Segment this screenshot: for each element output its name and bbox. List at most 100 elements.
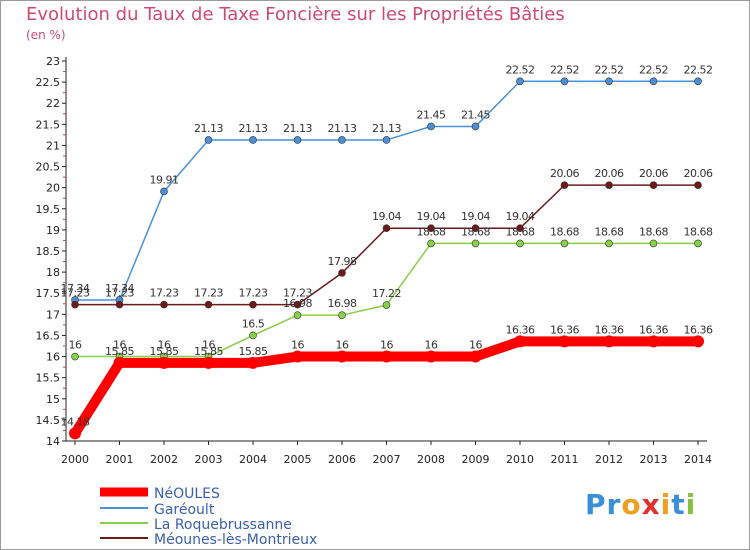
data-point [293,136,302,144]
data-label: 17.23 [150,287,179,300]
logo-letter: i [660,488,672,521]
data-point [204,136,213,144]
x-tick-label: 2000 [61,453,89,466]
data-point [605,239,613,248]
data-point [336,350,348,363]
data-label: 16 [425,339,438,352]
data-label: 21.13 [239,122,268,135]
data-point [605,77,613,86]
legend-label: Méounes-lès-Montrieux [154,532,317,548]
data-label: 16 [69,339,82,352]
data-point [158,356,170,369]
data-point [293,300,302,309]
x-tick-label: 2007 [373,453,401,466]
y-tick-label: 17.5 [36,287,61,300]
data-point [560,77,569,86]
data-point [649,181,658,189]
x-tick-label: 2006 [328,453,356,466]
data-point [694,239,702,248]
y-tick-label: 19.5 [36,203,61,216]
y-tick-label: 19 [46,224,60,237]
data-point [427,122,435,131]
x-tick-label: 2011 [551,453,579,466]
y-tick-label: 15.5 [36,372,61,385]
data-label: 16.36 [639,323,668,336]
legend-label: NéOULES [154,486,220,502]
data-label: 20.06 [595,167,624,180]
data-point [291,350,304,363]
data-point [694,181,702,189]
data-point [560,181,569,189]
data-label: 21.13 [372,122,401,135]
x-tick-label: 2003 [195,453,223,466]
data-point [382,136,391,144]
y-tick-label: 18.5 [36,245,61,258]
data-label: 21.45 [461,108,490,121]
data-point [560,239,569,248]
y-tick-label: 21 [46,139,60,152]
data-label: 16 [380,339,393,352]
data-point [603,335,615,348]
data-label: 22.52 [506,63,535,76]
logo-letter: o [621,488,642,521]
data-label: 21.45 [417,108,446,121]
data-label: 19.91 [150,173,179,186]
data-point [247,356,259,369]
data-label: 20.06 [550,167,579,180]
x-tick-label: 2009 [462,453,490,466]
data-point [694,77,702,86]
data-label: 15.85 [239,345,268,358]
data-label: 18.68 [506,225,535,238]
proxiti-logo: Proxiti [585,488,696,521]
data-label: 15.85 [105,345,134,358]
axes: 14 14.5 15 15.5 16 16.5 17 17.5 18 18.5 19 19.5 20 20… [36,55,713,466]
data-point [249,136,257,144]
data-point [380,350,393,363]
data-point [71,300,79,309]
data-label: 16.36 [550,323,579,336]
data-label: 16 [336,339,349,352]
data-point [249,331,257,340]
data-point [382,301,391,309]
data-label: 17.23 [239,287,268,300]
data-label: 22.52 [550,63,579,76]
data-label: 16.36 [595,323,624,336]
data-label: 22.52 [684,63,713,76]
data-label: 17.23 [283,287,312,300]
data-label: 18.68 [684,225,713,238]
data-point [338,136,346,144]
data-label: 20.06 [684,167,713,180]
y-tick-label: 22 [46,97,60,110]
data-point [160,187,168,196]
data-label: 18.68 [550,225,579,238]
data-label: 17.23 [61,287,90,300]
data-point [692,335,704,348]
data-point [471,239,480,248]
logo-letter: x [641,488,661,521]
data-label: 16.36 [684,323,713,336]
data-label: 18.68 [639,225,668,238]
x-tick-label: 2002 [150,453,178,466]
y-tick-label: 15 [46,393,60,406]
data-point [471,122,480,131]
unit-label: (en %) [26,28,66,42]
data-point [516,77,524,86]
data-label: 21.13 [194,122,223,135]
data-label: 19.04 [417,210,446,223]
data-point [514,335,526,348]
data-label: 16 [158,339,171,352]
data-point [115,300,124,309]
data-label: 16.98 [283,297,312,310]
data-label: 16 [202,339,215,352]
data-point [427,224,435,232]
y-tick-label: 17 [46,308,60,321]
x-tick-label: 2012 [595,453,623,466]
x-tick-label: 2010 [506,453,534,466]
data-point [425,350,437,363]
data-point [204,300,213,309]
data-point [338,311,346,319]
y-tick-label: 14 [46,435,60,448]
y-tick-label: 20 [46,182,60,195]
